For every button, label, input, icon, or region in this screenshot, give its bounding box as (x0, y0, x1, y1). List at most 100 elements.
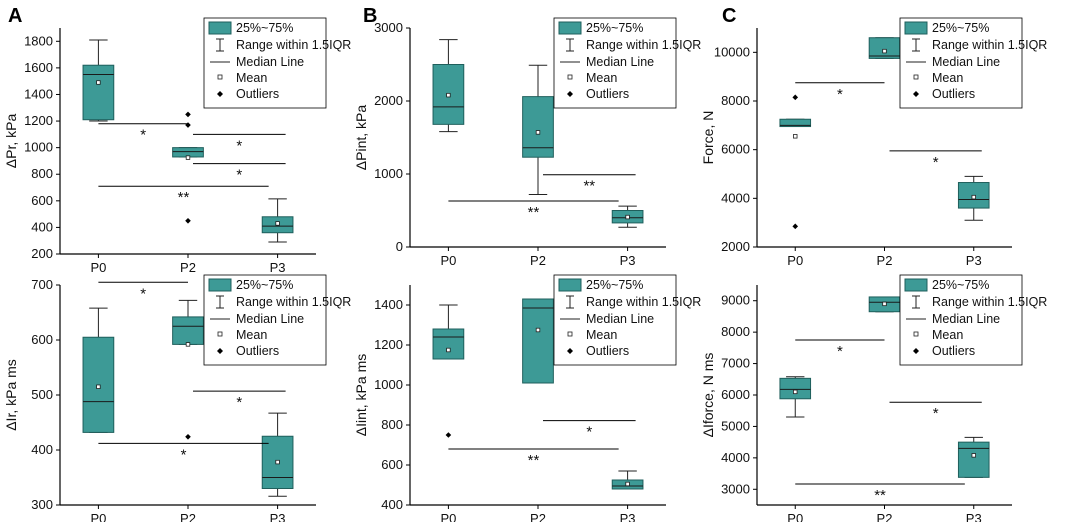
box-P3 (611, 470, 644, 490)
box-P3 (611, 205, 644, 228)
iqr-box (957, 441, 990, 478)
x-tick-label: P2 (180, 511, 196, 522)
outlier-point (185, 111, 191, 118)
legend-mean-label: Mean (932, 71, 963, 85)
legend-mean-icon (913, 331, 919, 337)
significance-label: * (837, 86, 843, 103)
y-tick-label: 6000 (721, 387, 750, 402)
box-P2 (868, 296, 901, 313)
y-tick-label: 10000 (714, 44, 750, 59)
mean-marker (446, 347, 451, 353)
y-tick-label: 1600 (24, 60, 53, 75)
outlier-point (185, 217, 191, 224)
legend-outlier-label: Outliers (586, 344, 629, 358)
box-P0 (779, 376, 812, 418)
x-tick-label: P2 (530, 253, 546, 268)
legend-mean-icon (567, 74, 573, 80)
legend-outlier-icon (217, 348, 223, 354)
y-tick-label: 1200 (24, 113, 53, 128)
legend-box-swatch (558, 278, 582, 292)
y-tick-label: 2000 (374, 93, 403, 108)
x-tick-label: P2 (530, 511, 546, 522)
y-tick-label: 7000 (721, 356, 750, 371)
legend-range-label: Range within 1.5IQR (932, 38, 1047, 52)
significance-label: ** (528, 204, 540, 221)
mean-marker (625, 214, 630, 220)
x-tick-label: P0 (90, 511, 106, 522)
legend: 25%~75% Range within 1.5IQR Median Line Mea… (553, 274, 701, 366)
legend-outlier-label: Outliers (586, 87, 629, 101)
y-tick-label: 3000 (721, 481, 750, 496)
legend-outlier-icon (913, 348, 919, 354)
mean-marker (793, 389, 798, 395)
x-tick-label: P3 (620, 511, 636, 522)
box-P0 (82, 39, 115, 122)
significance-label: * (933, 154, 939, 171)
mean-marker (185, 155, 191, 160)
iqr-box (522, 96, 554, 158)
outlier-point (185, 122, 191, 128)
legend-box-swatch (904, 21, 928, 35)
y-axis-label: ΔIr, kPa ms (3, 359, 19, 431)
mean-marker (535, 327, 541, 333)
legend: 25%~75% Range within 1.5IQR Median Line Mea… (899, 17, 1047, 109)
y-tick-label: 1200 (374, 337, 403, 352)
legend-mean-icon (217, 331, 223, 337)
legend-median-label: Median Line (236, 312, 304, 326)
legend-outlier-label: Outliers (932, 344, 975, 358)
x-tick-label: P0 (787, 511, 803, 522)
legend-box-swatch (208, 21, 232, 35)
x-tick-label: P2 (877, 253, 893, 268)
y-tick-label: 3000 (374, 20, 403, 35)
box-P2 (522, 298, 554, 384)
x-tick-label: P0 (787, 253, 803, 268)
x-tick-label: P2 (877, 511, 893, 522)
chart-panel-4: 300 400 500 600 700 P0 P2 P3 ΔIr, kPa ms * * * 25%~7… (3, 274, 351, 522)
panel-label: A (8, 5, 22, 27)
iqr-box (779, 377, 812, 400)
mean-marker (882, 301, 887, 307)
iqr-box (868, 37, 901, 59)
panel-label: C (722, 5, 736, 27)
legend-median-label: Median Line (586, 312, 654, 326)
mean-marker (625, 481, 630, 487)
mean-marker (96, 384, 101, 389)
y-tick-label: 600 (31, 332, 53, 347)
mean-marker (275, 459, 280, 465)
legend-mean-icon (567, 331, 573, 337)
legend-box-label: 25%~75% (586, 21, 643, 35)
x-tick-label: P3 (270, 260, 286, 275)
mean-marker (882, 48, 887, 54)
legend-range-label: Range within 1.5IQR (586, 295, 701, 309)
y-tick-label: 1000 (374, 166, 403, 181)
y-tick-label: 200 (31, 246, 53, 261)
legend-median-label: Median Line (932, 55, 1000, 69)
y-axis-label: ΔPr, kPa (3, 114, 19, 169)
y-tick-label: 700 (31, 277, 53, 292)
box-P2 (172, 111, 204, 224)
legend-outlier-icon (913, 91, 919, 97)
chart-panel-6: 3000 4000 5000 6000 7000 8000 9000 P0 P2 P3 ΔIforc… (700, 274, 1047, 522)
y-tick-label: 1000 (374, 377, 403, 392)
y-tick-label: 1400 (24, 86, 53, 101)
box-P0 (432, 304, 465, 438)
box-P0 (82, 307, 115, 433)
legend-mean-icon (913, 74, 919, 80)
y-tick-label: 1000 (24, 140, 53, 155)
legend-mean-label: Mean (586, 328, 617, 342)
y-tick-label: 0 (396, 239, 403, 254)
significance-label: * (236, 167, 242, 184)
box-P0 (779, 94, 812, 230)
box-P0 (432, 39, 465, 133)
box-P3 (261, 198, 294, 243)
y-tick-label: 1800 (24, 33, 53, 48)
chart-panel-3: C 2000 4000 6000 8000 10000 P0 P2 P3 Force, N * * 25… (700, 5, 1047, 268)
legend-median-label: Median Line (586, 55, 654, 69)
y-tick-label: 4000 (721, 450, 750, 465)
legend-mean-label: Mean (236, 328, 267, 342)
mean-marker (446, 92, 451, 98)
y-tick-label: 8000 (721, 93, 750, 108)
y-tick-label: 8000 (721, 324, 750, 339)
box-P2 (172, 299, 204, 440)
